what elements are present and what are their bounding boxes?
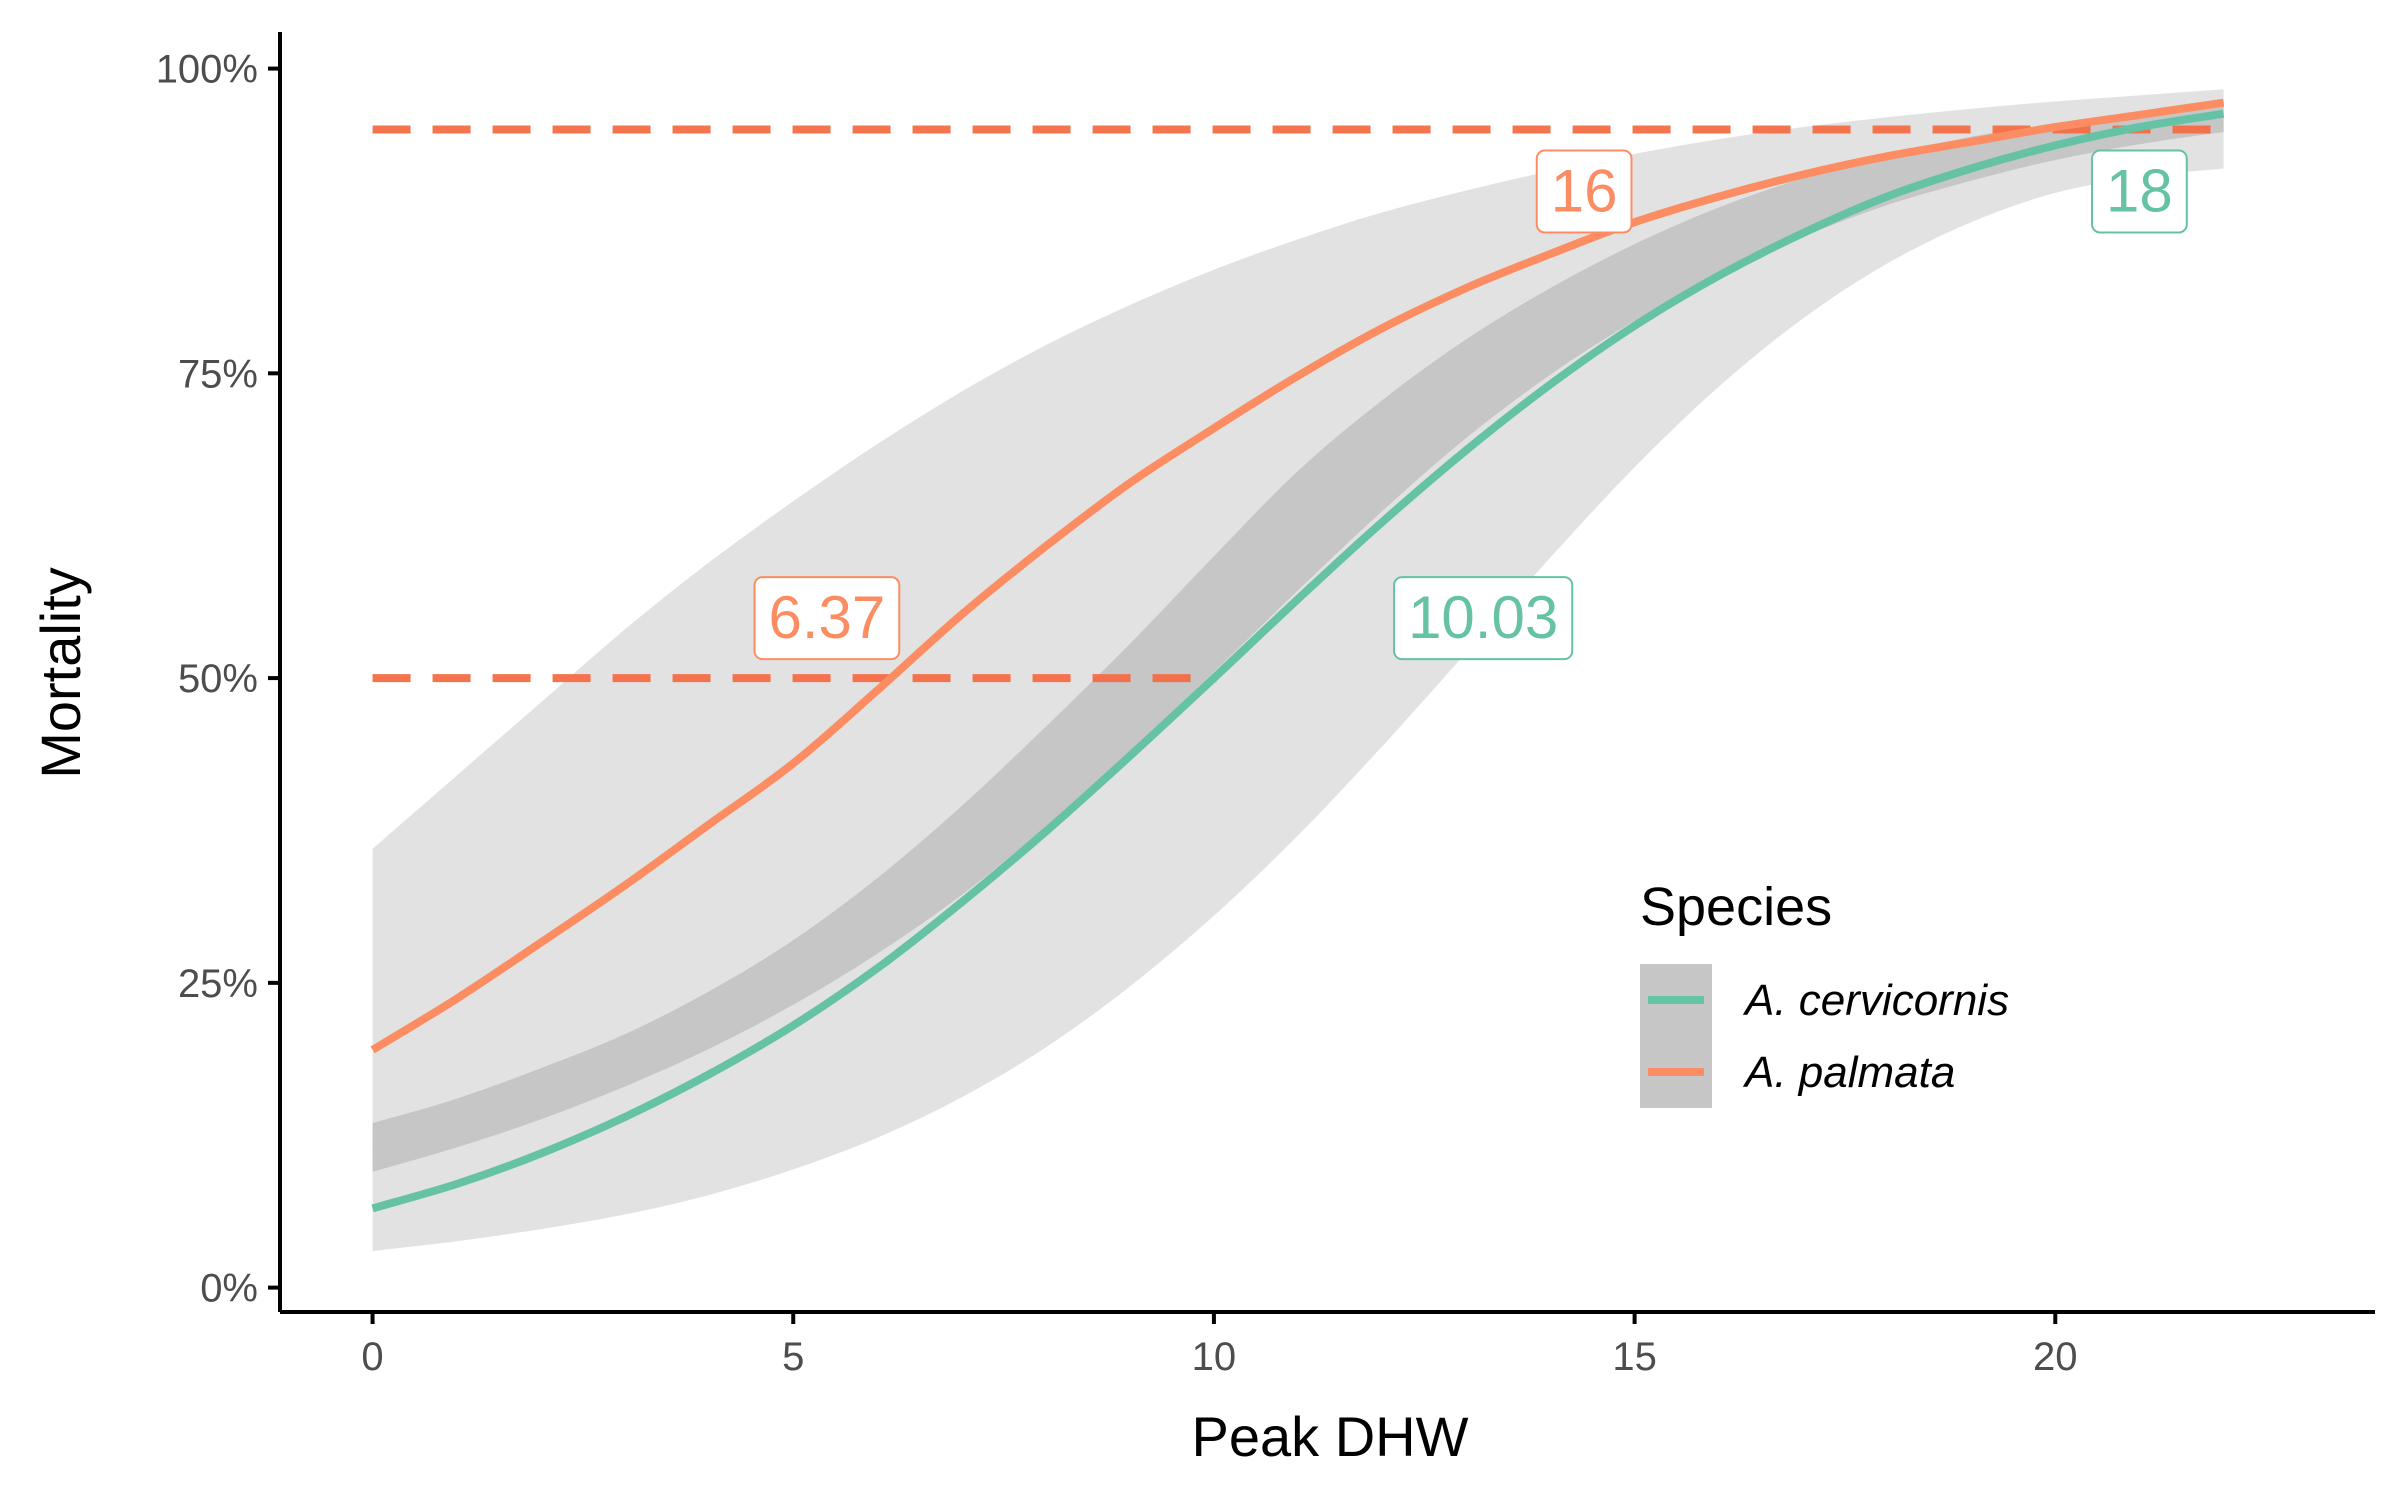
reference-lines <box>372 125 2224 683</box>
x-tick-label: 10 <box>1192 1335 1237 1379</box>
legend-item-palmata: A. palmata <box>1640 1036 1955 1108</box>
threshold-callout: 10.03 <box>1393 576 1574 661</box>
threshold-callout: 16 <box>1535 149 1633 234</box>
legend-label: A. cervicornis <box>1742 976 2009 1025</box>
threshold-callout: 18 <box>2091 149 2188 234</box>
threshold-callouts: 6.37 10.03 16 18 <box>753 149 2188 661</box>
x-ticks: 0 5 10 15 20 <box>361 1312 2078 1379</box>
legend: Species A. cervicornis A. palmata <box>1640 877 2009 1108</box>
x-tick-label: 0 <box>361 1335 383 1379</box>
y-tick-label: 50% <box>178 657 258 701</box>
confidence-ribbons <box>372 89 2224 1251</box>
y-tick-label: 0% <box>200 1267 258 1311</box>
y-tick-label: 25% <box>178 962 258 1006</box>
threshold-callout: 6.37 <box>753 576 901 661</box>
legend-label: A. palmata <box>1742 1048 1955 1097</box>
legend-item-cervicornis: A. cervicornis <box>1640 964 2009 1036</box>
x-tick-label: 5 <box>782 1335 804 1379</box>
callout-label: 10.03 <box>1408 584 1558 651</box>
x-axis-title: Peak DHW <box>1192 1405 1469 1468</box>
ribbon-palmata <box>372 89 2224 1172</box>
x-tick-label: 15 <box>1612 1335 1657 1379</box>
y-axis-title: Mortality <box>29 567 92 779</box>
y-tick-label: 100% <box>156 48 258 92</box>
callout-label: 6.37 <box>768 584 885 651</box>
callout-label: 16 <box>1551 157 1618 224</box>
callout-box <box>2091 149 2188 234</box>
fitted-curves <box>370 98 2225 1213</box>
callout-box <box>1535 149 1633 234</box>
ribbon-overlap <box>372 101 2224 1172</box>
x-tick-label: 20 <box>2033 1335 2078 1379</box>
curve-palmata <box>370 98 2225 1054</box>
legend-title: Species <box>1640 877 1832 937</box>
curve-cervicornis <box>371 109 2225 1213</box>
callout-box <box>753 576 901 661</box>
y-ticks: 0% 25% 50% 75% 100% <box>156 48 280 1311</box>
y-tick-label: 75% <box>178 352 258 396</box>
callout-label: 18 <box>2106 157 2173 224</box>
legend-items: A. cervicornis A. palmata <box>1640 964 2009 1108</box>
callout-box <box>1393 576 1574 661</box>
axes: 0% 25% 50% 75% 100% 0 5 10 15 20 <box>156 32 2375 1379</box>
